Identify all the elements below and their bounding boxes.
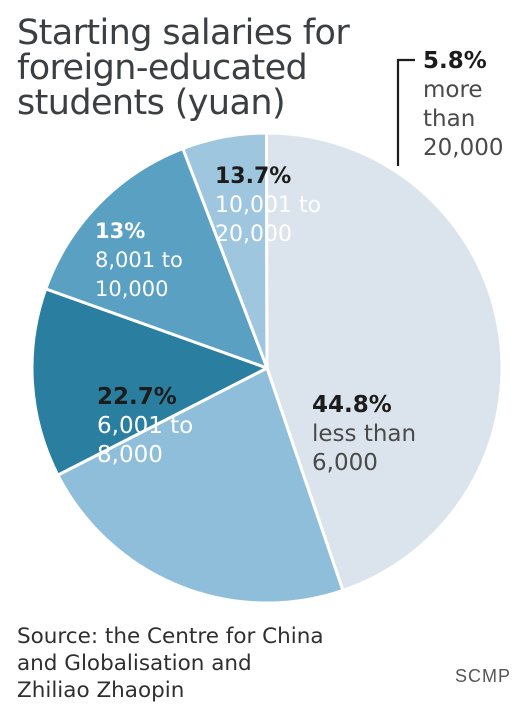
- chart-title-line-2: foreign-educated: [17, 48, 308, 88]
- leader-line: [396, 58, 415, 166]
- slice-percent-label-3: 13%: [95, 219, 145, 243]
- source-line-3: Zhiliao Zhaopin: [17, 678, 185, 703]
- pie-slice-3: [30, 287, 269, 477]
- slice-category-label-2-line-0: 6,001 to: [97, 413, 193, 439]
- source-line-1: Source: the Centre for China: [17, 624, 324, 649]
- pie-slice-2: [56, 366, 345, 605]
- chart-title-line-1: Starting salaries for: [17, 13, 350, 53]
- slice-category-label-3-line-1: 10,000: [95, 277, 168, 301]
- slice-category-label-0-line-2: 20,000: [423, 135, 503, 161]
- slice-percent-label-4: 13.7%: [215, 164, 291, 189]
- pie-slice-4: [44, 147, 269, 370]
- slice-percent-label-0: 5.8%: [423, 48, 487, 74]
- slice-percent-label-2: 22.7%: [97, 384, 177, 410]
- chart-title-line-3: students (yuan): [17, 83, 286, 123]
- source-line-2: and Globalisation and: [17, 651, 252, 676]
- brand-logo: SCMP: [455, 666, 512, 686]
- slice-category-label-0-line-0: more: [423, 77, 483, 103]
- slice-category-label-1-line-0: less than: [312, 421, 416, 447]
- slice-category-label-2-line-1: 8,000: [97, 442, 163, 468]
- slice-category-label-4-line-0: 10,001 to: [215, 193, 321, 218]
- slice-category-label-1-line-1: 6,000: [312, 450, 378, 476]
- slice-category-label-4-line-1: 20,000: [215, 222, 292, 247]
- pie-slices: [30, 131, 504, 605]
- slice-percent-label-1: 44.8%: [312, 392, 392, 418]
- pie-slice-1: [265, 131, 504, 592]
- slice-category-label-0-line-1: than: [423, 106, 475, 132]
- chart-title: Starting salaries for foreign-educated s…: [17, 13, 350, 123]
- source-note: Source: the Centre for China and Globali…: [17, 623, 324, 704]
- slice-category-label-3-line-0: 8,001 to: [95, 248, 183, 272]
- pie-labels: 5.8% more than 20,000 44.8% less than 6,000 22.…: [95, 48, 503, 476]
